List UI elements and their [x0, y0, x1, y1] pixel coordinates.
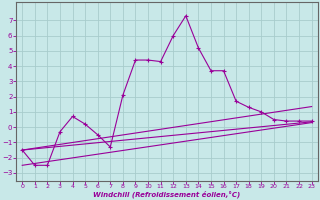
X-axis label: Windchill (Refroidissement éolien,°C): Windchill (Refroidissement éolien,°C) — [93, 190, 241, 198]
